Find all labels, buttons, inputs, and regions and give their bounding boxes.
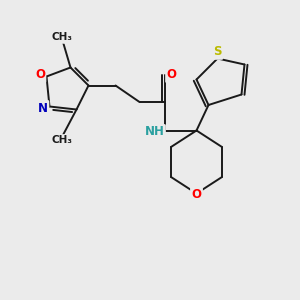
- Text: S: S: [213, 45, 222, 58]
- Text: NH: NH: [145, 125, 164, 139]
- Text: O: O: [35, 68, 45, 82]
- Text: O: O: [167, 68, 177, 82]
- Text: N: N: [38, 101, 48, 115]
- Text: O: O: [191, 188, 202, 202]
- Text: CH₃: CH₃: [51, 135, 72, 146]
- Text: CH₃: CH₃: [51, 32, 72, 43]
